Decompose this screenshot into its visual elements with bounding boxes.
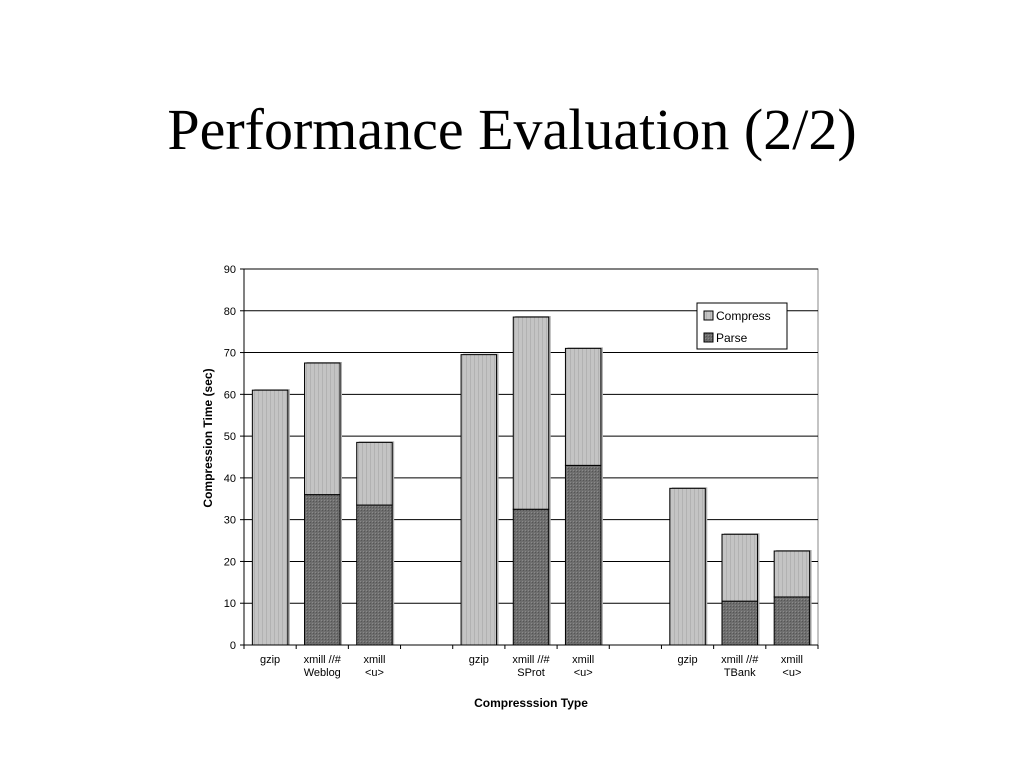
bar-parse	[356, 504, 393, 646]
y-tick-label: 50	[224, 431, 236, 443]
bar-parse	[304, 494, 341, 646]
x-tick-label: gzip	[677, 654, 697, 666]
x-tick-label: <u>	[782, 667, 801, 679]
x-tick-label: <u>	[365, 667, 384, 679]
legend-label-compress: Compress	[716, 309, 771, 323]
axes	[240, 268, 819, 649]
x-tick-label: Weblog	[304, 667, 341, 679]
x-tick-label: xmill //#	[512, 654, 550, 666]
bar-compress	[773, 550, 811, 598]
x-tick-label: xmill	[363, 654, 385, 666]
x-tick-label: TBank	[724, 667, 756, 679]
y-tick-label: 30	[224, 515, 236, 527]
bar-compress	[512, 316, 550, 510]
y-tick-label: 0	[230, 640, 236, 652]
y-tick-label: 60	[224, 389, 236, 401]
x-tick-label: xmill //#	[721, 654, 759, 666]
bar-parse	[773, 596, 811, 646]
bar-compress	[564, 347, 602, 466]
bar-compress	[251, 389, 289, 646]
legend: Compress Parse	[696, 302, 788, 350]
x-tick-label: xmill	[572, 654, 594, 666]
x-axis-title: Compresssion Type	[474, 696, 588, 710]
y-tick-label: 70	[224, 348, 236, 360]
bar-compress	[356, 441, 393, 506]
x-tick-label: xmill	[781, 654, 803, 666]
legend-swatch-parse	[703, 332, 714, 343]
y-tick-label: 10	[224, 598, 236, 610]
x-tick-label: <u>	[574, 667, 593, 679]
x-tick-label: xmill //#	[304, 654, 342, 666]
bar-compress	[460, 354, 498, 646]
slide-title: Performance Evaluation (2/2)	[167, 97, 857, 162]
bar-parse	[564, 464, 602, 646]
x-tick-label: SProt	[517, 667, 545, 679]
y-tick-label: 80	[224, 306, 236, 318]
y-axis-title: Compression Time (sec)	[201, 368, 215, 507]
y-tick-label: 90	[224, 264, 236, 276]
bar-compress	[304, 362, 341, 496]
x-tick-label: gzip	[260, 654, 280, 666]
y-tick-label: 20	[224, 556, 236, 568]
legend-swatch-compress	[703, 310, 714, 321]
x-tick-label: gzip	[469, 654, 489, 666]
bar-parse	[512, 508, 550, 646]
bars	[251, 316, 812, 646]
legend-label-parse: Parse	[716, 331, 748, 345]
y-tick-label: 40	[224, 473, 236, 485]
bar-compress	[669, 487, 706, 646]
bar-parse	[721, 600, 758, 646]
chart: 0 10 20 30 40 50 60 70 80 90 gzip xmill //# Weblog xm…	[190, 255, 830, 715]
bar-compress	[721, 533, 758, 602]
